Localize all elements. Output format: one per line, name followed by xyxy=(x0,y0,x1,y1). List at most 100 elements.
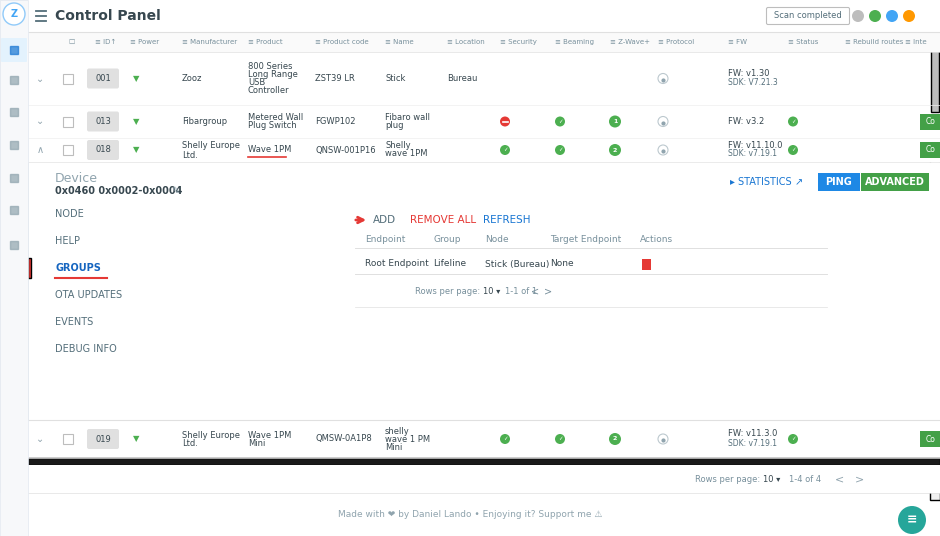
Text: 1-4 of 4: 1-4 of 4 xyxy=(789,474,822,483)
Text: Plug Switch: Plug Switch xyxy=(248,121,297,130)
FancyBboxPatch shape xyxy=(63,145,73,155)
FancyBboxPatch shape xyxy=(63,73,73,84)
FancyBboxPatch shape xyxy=(28,138,940,162)
Text: ADD: ADD xyxy=(373,215,396,225)
Text: ✓: ✓ xyxy=(791,147,795,153)
Text: SDK: V7.21.3: SDK: V7.21.3 xyxy=(728,78,777,87)
Text: USB: USB xyxy=(248,78,265,87)
Text: FGWP102: FGWP102 xyxy=(315,117,355,126)
Text: ≡: ≡ xyxy=(907,513,917,526)
Text: ≡ Security: ≡ Security xyxy=(500,39,537,45)
Text: ⌄: ⌄ xyxy=(36,116,44,126)
Text: ≡ Manufacturer: ≡ Manufacturer xyxy=(182,39,237,45)
Text: ✓: ✓ xyxy=(557,147,562,153)
Circle shape xyxy=(500,116,510,126)
Text: Stick (Bureau): Stick (Bureau) xyxy=(485,259,549,269)
Text: Lifeline: Lifeline xyxy=(433,259,466,269)
Text: ✓: ✓ xyxy=(503,147,508,153)
Text: wave 1PM: wave 1PM xyxy=(385,150,428,159)
Text: ▼: ▼ xyxy=(133,74,139,83)
Text: ≡ Power: ≡ Power xyxy=(130,39,159,45)
Text: ≡ Product code: ≡ Product code xyxy=(315,39,368,45)
Text: QMSW-0A1P8: QMSW-0A1P8 xyxy=(315,435,371,443)
Text: ▸ STATISTICS: ▸ STATISTICS xyxy=(730,177,791,187)
FancyBboxPatch shape xyxy=(28,52,940,105)
Text: 019: 019 xyxy=(95,435,111,443)
FancyBboxPatch shape xyxy=(818,173,860,191)
Circle shape xyxy=(609,433,621,445)
Text: ▼: ▼ xyxy=(133,435,139,443)
FancyBboxPatch shape xyxy=(930,32,940,500)
Text: Shelly Europe: Shelly Europe xyxy=(182,430,240,440)
FancyBboxPatch shape xyxy=(28,162,940,420)
FancyBboxPatch shape xyxy=(28,258,31,278)
Text: ADVANCED: ADVANCED xyxy=(865,177,925,187)
FancyBboxPatch shape xyxy=(28,420,940,458)
Text: Metered Wall: Metered Wall xyxy=(248,113,304,122)
Text: GROUPS: GROUPS xyxy=(55,263,101,273)
Text: ▼: ▼ xyxy=(133,145,139,154)
Circle shape xyxy=(869,10,881,22)
FancyBboxPatch shape xyxy=(87,69,119,88)
Text: <: < xyxy=(836,474,845,484)
Text: ∧: ∧ xyxy=(37,145,43,155)
FancyBboxPatch shape xyxy=(87,140,119,160)
Circle shape xyxy=(555,145,565,155)
Text: ≡ Location: ≡ Location xyxy=(447,39,485,45)
Text: Ltd.: Ltd. xyxy=(182,440,198,449)
Circle shape xyxy=(903,10,915,22)
Text: Device: Device xyxy=(55,172,98,184)
Text: Scan completed: Scan completed xyxy=(775,11,842,20)
Text: Zooz: Zooz xyxy=(182,74,202,83)
Text: Rows per page:: Rows per page: xyxy=(415,287,480,296)
Text: 10 ▾: 10 ▾ xyxy=(763,474,780,483)
Text: Fibargroup: Fibargroup xyxy=(182,117,227,126)
Text: Fibaro wall: Fibaro wall xyxy=(385,113,430,122)
Text: ≡ Status: ≡ Status xyxy=(788,39,819,45)
Text: EVENTS: EVENTS xyxy=(55,317,93,327)
Text: ≡ Beaming: ≡ Beaming xyxy=(555,39,594,45)
FancyBboxPatch shape xyxy=(920,114,940,130)
Text: Stick: Stick xyxy=(385,74,405,83)
Text: None: None xyxy=(550,259,573,269)
Text: Control Panel: Control Panel xyxy=(55,9,161,23)
FancyBboxPatch shape xyxy=(28,32,940,52)
Circle shape xyxy=(852,10,864,22)
Text: ✎: ✎ xyxy=(171,186,179,196)
Circle shape xyxy=(898,506,926,534)
Circle shape xyxy=(788,434,798,444)
Text: 1-1 of 1: 1-1 of 1 xyxy=(505,287,537,296)
Text: ↗: ↗ xyxy=(795,177,803,187)
FancyBboxPatch shape xyxy=(87,429,119,449)
Text: FW: v3.2: FW: v3.2 xyxy=(728,117,764,126)
Text: SDK: v7.19.1: SDK: v7.19.1 xyxy=(728,150,777,159)
FancyBboxPatch shape xyxy=(63,434,73,444)
FancyBboxPatch shape xyxy=(28,465,940,493)
Text: HELP: HELP xyxy=(55,236,80,246)
FancyBboxPatch shape xyxy=(861,173,929,191)
Text: Wave 1PM: Wave 1PM xyxy=(248,430,291,440)
Text: plug: plug xyxy=(385,121,403,130)
Text: ✓: ✓ xyxy=(557,436,562,442)
FancyBboxPatch shape xyxy=(28,458,940,465)
Text: 800 Series: 800 Series xyxy=(248,62,292,71)
Text: 0x0460 0x0002-0x0004: 0x0460 0x0002-0x0004 xyxy=(55,186,182,196)
FancyBboxPatch shape xyxy=(1,38,27,62)
Text: Wave 1PM: Wave 1PM xyxy=(248,145,291,154)
FancyBboxPatch shape xyxy=(766,8,850,25)
Text: Actions: Actions xyxy=(640,235,673,244)
Text: Co: Co xyxy=(926,117,936,126)
Circle shape xyxy=(500,434,510,444)
Text: Node: Node xyxy=(485,235,509,244)
Text: Z: Z xyxy=(10,9,18,19)
Text: ≡ Protocol: ≡ Protocol xyxy=(658,39,695,45)
FancyBboxPatch shape xyxy=(642,259,651,270)
Text: PING: PING xyxy=(825,177,853,187)
FancyBboxPatch shape xyxy=(0,0,28,536)
Text: >: > xyxy=(544,287,552,297)
Text: Shelly: Shelly xyxy=(385,142,411,151)
Text: REFRESH: REFRESH xyxy=(483,215,530,225)
Text: shelly: shelly xyxy=(385,427,410,435)
Text: ≡ Name: ≡ Name xyxy=(385,39,414,45)
Text: Long Range: Long Range xyxy=(248,70,298,79)
